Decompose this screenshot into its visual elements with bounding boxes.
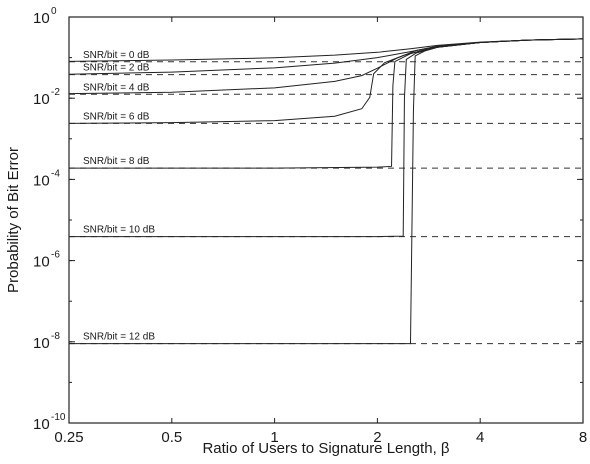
single-user-bounds <box>69 61 583 345</box>
y-tick-base: 10 <box>33 10 50 27</box>
series-label: SNR/bit = 8 dB <box>83 156 150 167</box>
series-lines <box>68 38 584 345</box>
y-tick-label: 10 -6 <box>33 250 60 271</box>
y-tick-base: 10 <box>33 335 50 352</box>
plot-frame <box>68 16 584 424</box>
y-tick-base: 10 <box>33 254 50 271</box>
y-tick-base: 10 <box>33 416 50 433</box>
y-tick-label: 10 -10 <box>33 412 66 433</box>
y-tick-exp: -8 <box>51 331 60 342</box>
x-tick-labels: 0.25 0.5 1 2 4 8 <box>54 429 587 446</box>
x-tick-label: 0.25 <box>54 429 83 446</box>
series-label: SNR/bit = 6 dB <box>83 111 150 122</box>
y-tick-exp: -10 <box>51 412 66 423</box>
y-tick-label: 10 -8 <box>33 331 60 352</box>
y-tick-base: 10 <box>33 91 50 108</box>
y-tick-exp: 0 <box>51 6 57 17</box>
plot-area: SNR/bit = 0 dB SNR/bit = 2 dB SNR/bit = 4 … <box>68 16 584 424</box>
y-tick-base: 10 <box>33 172 50 189</box>
x-tick-label: 8 <box>579 429 587 446</box>
y-axis-label: Probability of Bit Error <box>5 147 22 293</box>
y-tick-label: 10 -4 <box>33 168 60 189</box>
x-tick-label: 2 <box>373 429 381 446</box>
x-tick-label: 0.5 <box>161 429 182 446</box>
axis-ticks <box>68 16 584 424</box>
series-annotations: SNR/bit = 0 dB SNR/bit = 2 dB SNR/bit = 4 … <box>83 50 155 343</box>
series-label: SNR/bit = 2 dB <box>83 63 150 74</box>
y-tick-exp: -4 <box>51 168 60 179</box>
series-label: SNR/bit = 4 dB <box>83 82 150 93</box>
y-tick-exp: -6 <box>51 250 60 261</box>
series-label: SNR/bit = 0 dB <box>83 50 150 61</box>
x-tick-label: 1 <box>270 429 278 446</box>
y-tick-exp: -2 <box>51 87 60 98</box>
series-line <box>69 38 584 345</box>
x-axis-label: Ratio of Users to Signature Length, β <box>202 440 449 457</box>
series-label: SNR/bit = 10 dB <box>83 225 155 236</box>
x-tick-label: 4 <box>476 429 484 446</box>
series-label: SNR/bit = 12 dB <box>83 332 155 343</box>
y-tick-label: 10 0 <box>33 6 57 27</box>
y-tick-label: 10 -2 <box>33 87 60 108</box>
